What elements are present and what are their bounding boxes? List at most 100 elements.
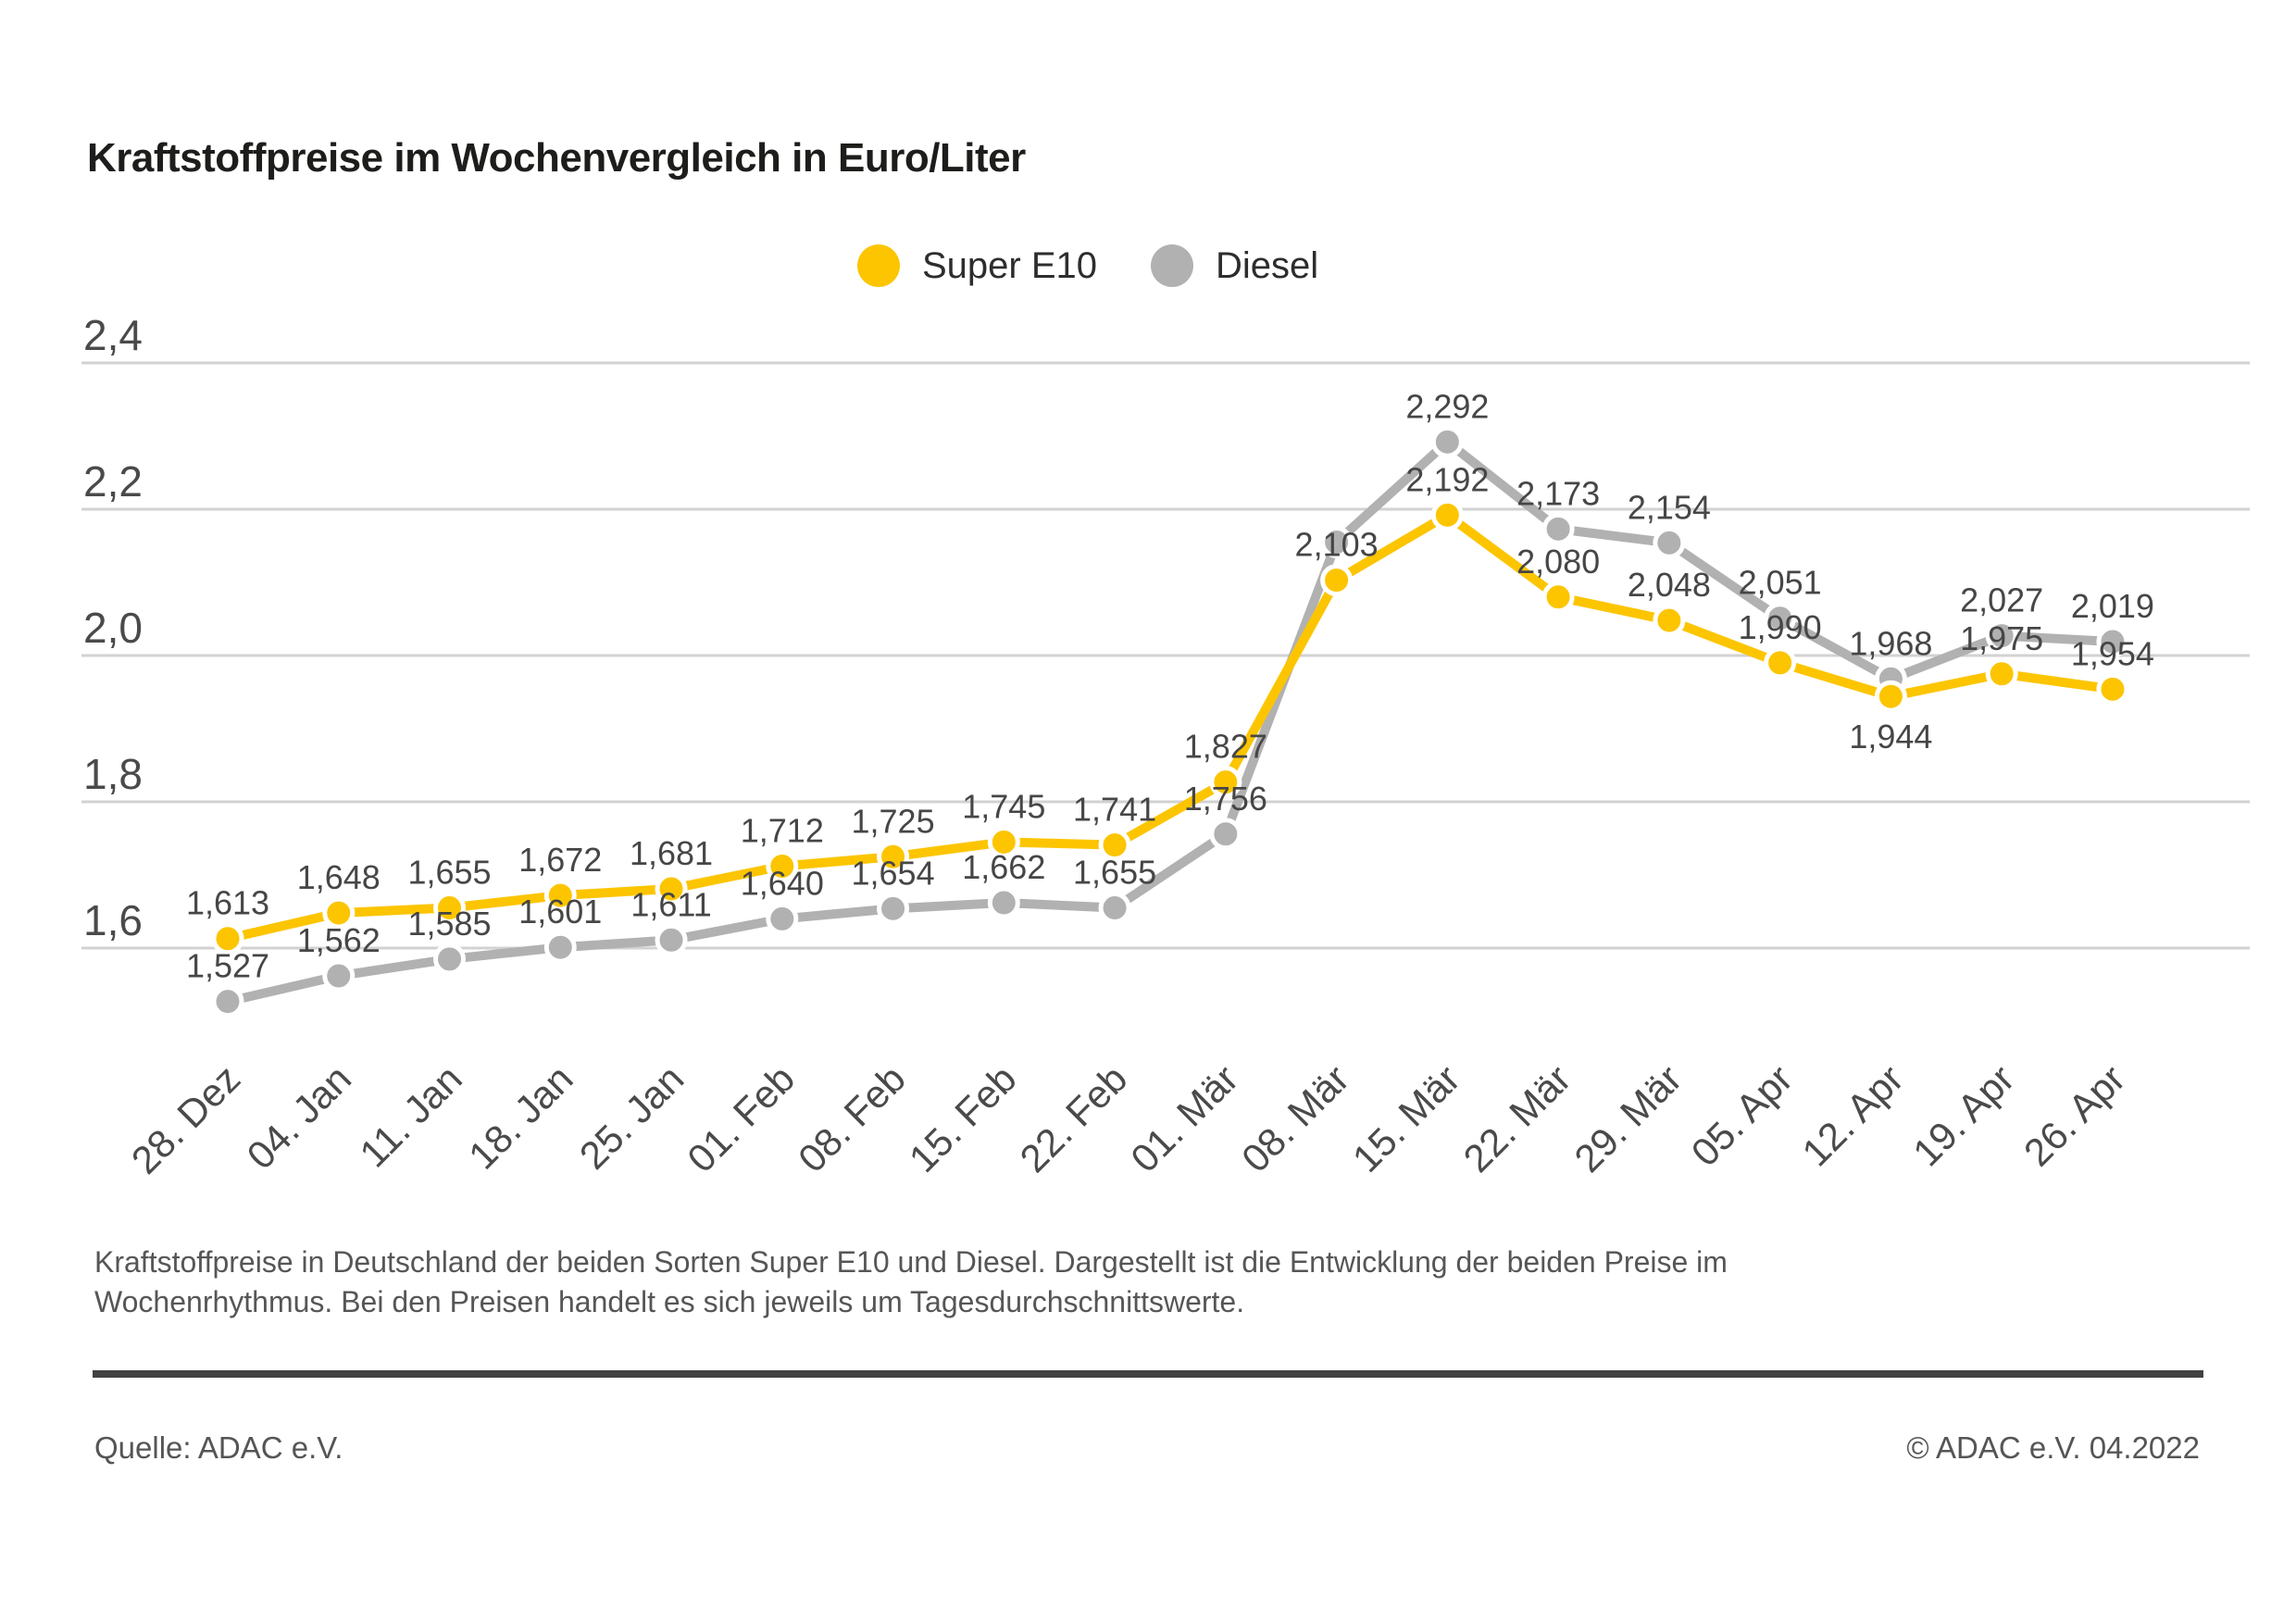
data-point-super-e10 <box>1430 498 1464 531</box>
data-point-super-e10 <box>1874 680 1907 713</box>
super-e10-legend-dot-icon <box>857 244 900 287</box>
data-point-diesel <box>2096 625 2129 658</box>
x-tick-label: 15. Mär <box>1344 1056 1468 1180</box>
data-point-super-e10 <box>655 872 688 905</box>
data-point-super-e10 <box>1985 657 2018 691</box>
source-bar: Quelle: ADAC e.V. © ADAC e.V. 04.2022 <box>94 1430 2200 1466</box>
chart-title: Kraftstoffpreise im Wochenvergleich in E… <box>87 135 1026 181</box>
x-tick-label: 01. Feb <box>679 1056 803 1180</box>
x-tick-label: 22. Feb <box>1011 1056 1135 1180</box>
data-label: 1,827 <box>1184 728 1267 766</box>
data-label: 1,662 <box>962 848 1045 886</box>
diesel-legend-dot-icon <box>1151 244 1194 287</box>
data-point-super-e10 <box>543 879 577 912</box>
legend: Super E10 Diesel <box>857 244 1318 287</box>
description-line-1: Kraftstoffpreise in Deutschland der beid… <box>94 1245 1728 1279</box>
data-label: 1,562 <box>297 921 381 959</box>
data-label: 2,292 <box>1405 387 1489 425</box>
y-tick-label: 1,8 <box>83 750 143 798</box>
data-label: 1,756 <box>1184 780 1267 818</box>
data-label: 1,954 <box>2071 634 2154 672</box>
chart-description: Kraftstoffpreise in Deutschland der beid… <box>94 1243 1853 1322</box>
data-point-diesel <box>1430 425 1464 458</box>
y-tick-label: 1,6 <box>83 896 143 944</box>
legend-label-diesel: Diesel <box>1216 244 1319 286</box>
y-tick-label: 2,2 <box>83 457 143 506</box>
data-label: 1,968 <box>1849 624 1932 662</box>
data-point-super-e10 <box>987 825 1020 858</box>
data-point-super-e10 <box>1209 766 1242 799</box>
copyright-text: © ADAC e.V. 04.2022 <box>1906 1430 2200 1465</box>
x-tick-label: 05. Apr <box>1683 1056 1801 1174</box>
x-tick-label: 18. Jan <box>460 1056 581 1178</box>
data-point-diesel <box>543 930 577 964</box>
x-tick-label: 01. Mär <box>1122 1056 1246 1180</box>
data-point-diesel <box>433 943 467 976</box>
data-point-super-e10 <box>1764 646 1797 680</box>
x-tick-label: 15. Feb <box>901 1056 1025 1180</box>
y-tick-label: 2,4 <box>83 311 143 359</box>
x-tick-label: 04. Jan <box>238 1056 359 1178</box>
data-label: 2,154 <box>1628 488 1711 526</box>
data-point-diesel <box>1764 602 1797 635</box>
data-label: 2,173 <box>1516 474 1600 512</box>
data-point-diesel <box>987 886 1020 919</box>
data-label: 2,080 <box>1516 543 1600 581</box>
x-tick-label: 11. Jan <box>351 1056 469 1175</box>
data-label: 2,051 <box>1739 564 1822 602</box>
data-label: 1,613 <box>186 884 269 922</box>
data-point-super-e10 <box>1320 564 1354 597</box>
y-tick-label: 2,0 <box>83 604 143 652</box>
x-tick-label: 26. Apr <box>2015 1056 2133 1174</box>
data-label: 2,192 <box>1405 460 1489 498</box>
legend-item-super-e10: Super E10 <box>857 244 1097 287</box>
data-point-diesel <box>1541 512 1575 545</box>
x-tick-label: 29. Mär <box>1566 1056 1690 1180</box>
data-label: 2,048 <box>1628 566 1711 604</box>
data-label: 1,944 <box>1849 718 1932 756</box>
data-label: 1,648 <box>297 858 381 896</box>
legend-label-super-e10: Super E10 <box>922 244 1098 286</box>
data-point-super-e10 <box>322 896 356 930</box>
data-label: 1,654 <box>852 854 935 892</box>
data-label: 2,103 <box>1295 526 1379 564</box>
data-label: 2,019 <box>2071 587 2154 625</box>
x-tick-label: 12. Apr <box>1793 1056 1911 1174</box>
data-label: 1,601 <box>518 893 602 930</box>
data-label: 1,655 <box>1073 854 1156 892</box>
data-point-super-e10 <box>1653 604 1686 637</box>
legend-item-diesel: Diesel <box>1151 244 1318 287</box>
data-label: 1,585 <box>407 905 491 943</box>
description-line-2: Wochenrhythmus. Bei den Preisen handelt … <box>94 1285 1245 1318</box>
x-tick-label: 25. Jan <box>571 1056 693 1178</box>
data-point-super-e10 <box>877 840 910 873</box>
data-point-diesel <box>1653 526 1686 559</box>
divider-rule <box>93 1370 2203 1378</box>
data-label: 1,640 <box>741 864 824 902</box>
data-point-super-e10 <box>2096 672 2129 706</box>
x-tick-label: 22. Mär <box>1455 1056 1579 1180</box>
x-tick-label: 08. Feb <box>790 1056 914 1180</box>
data-point-diesel <box>877 892 910 925</box>
data-point-diesel <box>322 959 356 993</box>
data-label: 1,681 <box>630 834 713 872</box>
x-tick-label: 08. Mär <box>1233 1056 1357 1180</box>
data-point-diesel <box>1209 818 1242 851</box>
x-tick-label: 19. Apr <box>1904 1056 2022 1174</box>
data-label: 1,672 <box>518 841 602 879</box>
data-label: 1,741 <box>1073 791 1156 829</box>
data-point-diesel <box>211 985 244 1018</box>
data-label: 1,611 <box>630 885 711 923</box>
data-point-super-e10 <box>211 922 244 955</box>
data-point-super-e10 <box>766 850 799 883</box>
data-label: 1,975 <box>1960 619 2043 657</box>
data-point-diesel <box>655 923 688 956</box>
data-label: 1,655 <box>407 854 491 892</box>
data-point-super-e10 <box>1541 581 1575 614</box>
data-point-super-e10 <box>1098 829 1131 862</box>
data-label: 1,712 <box>741 812 824 850</box>
data-label: 2,027 <box>1960 581 2043 619</box>
data-point-super-e10 <box>433 892 467 925</box>
